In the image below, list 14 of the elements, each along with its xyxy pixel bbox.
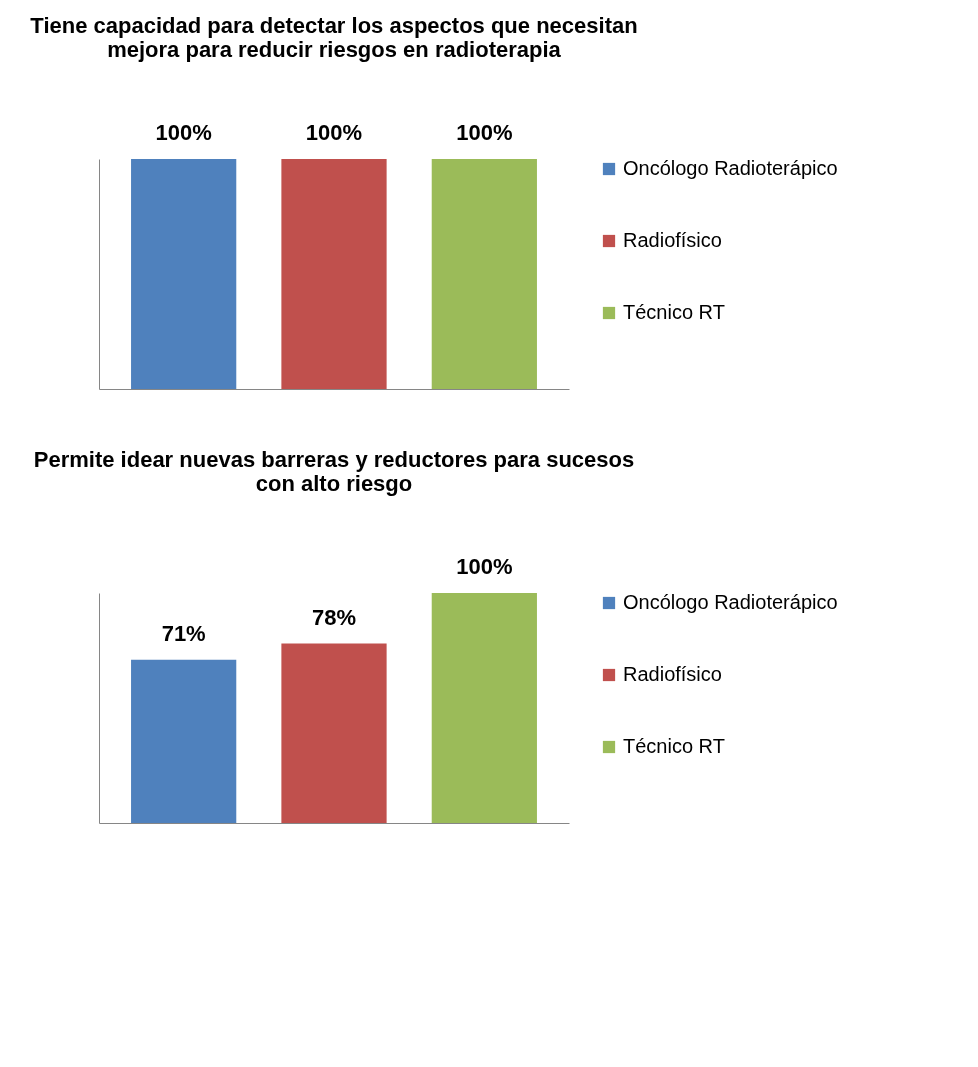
legend-label: Oncólogo Radioterápico <box>623 157 838 179</box>
chart-title: Permite idear nuevas barreras y reductores para sucesos con alto riesgo <box>33 447 635 496</box>
legend-label: Oncólogo Radioterápico <box>623 591 838 613</box>
legend-label: Técnico RT <box>623 301 725 323</box>
data-label: 100% <box>456 554 513 579</box>
data-label: 71% <box>161 620 206 646</box>
data-label: 100% <box>456 120 513 145</box>
legend-label: Radiofísico <box>623 663 722 685</box>
data-label: 100% <box>155 120 212 145</box>
chart-title: Tiene capacidad para detectar los aspectos que necesitan mejora para reducir riesgos en radioterapia <box>30 13 638 62</box>
legend-label: Radiofísico <box>623 229 722 251</box>
data-label: 100% <box>305 120 363 145</box>
legend-label: Técnico RT <box>623 735 725 757</box>
data-label: 78% <box>311 604 357 630</box>
